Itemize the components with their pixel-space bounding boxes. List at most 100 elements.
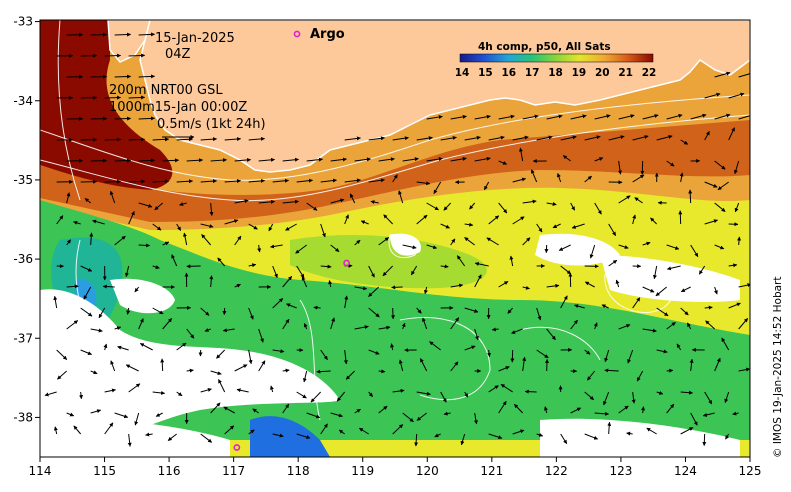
current-vector [302, 370, 308, 383]
current-vector [155, 412, 163, 417]
argo-floats [233, 259, 350, 451]
current-vector [650, 217, 658, 225]
current-vector [109, 190, 116, 204]
current-vector [378, 369, 386, 374]
current-vector [512, 429, 525, 435]
current-vector [176, 391, 183, 397]
current-vector [680, 426, 694, 435]
current-vector [285, 223, 297, 231]
current-vector [594, 411, 610, 416]
current-vector [378, 157, 395, 162]
current-vector [676, 343, 682, 351]
current-vector [286, 303, 297, 309]
current-vector [666, 368, 674, 373]
current-vector [608, 223, 617, 236]
current-vector [368, 265, 375, 278]
current-vector [200, 387, 212, 393]
current-vector [343, 349, 348, 365]
current-vector [594, 157, 604, 162]
current-vector [474, 261, 489, 267]
current-vector [216, 349, 226, 359]
current-vector [128, 137, 146, 142]
current-vector [368, 349, 380, 355]
current-vector [176, 137, 194, 142]
current-vector [584, 135, 601, 141]
current-vector [125, 265, 130, 277]
colorbar-tick-label: 19 [572, 67, 587, 79]
current-vector [618, 324, 631, 330]
current-vector [443, 202, 452, 211]
map-date: 15-Jan-2025 [155, 31, 235, 46]
current-vector [176, 223, 182, 231]
current-vector [90, 409, 102, 414]
current-vector [114, 158, 132, 163]
current-vector [688, 189, 693, 204]
latitude-axis: -33 -34 -35 -36 -37 -38 [13, 15, 40, 424]
contour-ssh-7 [388, 234, 417, 259]
current-vector [546, 283, 560, 288]
current-vector [224, 137, 242, 142]
current-vector [474, 156, 491, 162]
current-vector [234, 157, 252, 162]
current-vector [80, 349, 92, 355]
current-vector [652, 265, 658, 280]
current-vector [426, 244, 438, 250]
current-vector [368, 178, 385, 183]
colorbar-tick-label: 18 [548, 67, 563, 79]
current-vector [360, 220, 369, 225]
current-vector [336, 391, 346, 402]
current-vector [593, 322, 598, 330]
current-vector [690, 412, 698, 426]
current-vector [296, 391, 307, 399]
current-vector [666, 113, 683, 120]
current-vector [154, 202, 163, 211]
current-vector [450, 114, 467, 120]
current-vector [200, 179, 218, 184]
current-vector [320, 223, 326, 238]
argo-legend-marker [293, 30, 301, 38]
current-vector [666, 244, 680, 250]
current-vector [717, 181, 729, 191]
current-vector [103, 343, 108, 351]
current-vector [488, 433, 503, 440]
current-vector [368, 391, 374, 398]
current-vector [632, 135, 649, 141]
current-vector [738, 367, 750, 372]
current-vector [320, 349, 328, 361]
current-vector [272, 178, 289, 183]
current-vector [114, 412, 129, 419]
current-vector [456, 255, 466, 267]
current-vector [656, 134, 673, 141]
lon-tick-label: 121 [480, 464, 503, 478]
current-vector [434, 433, 441, 438]
current-vector [491, 327, 499, 332]
current-vector [114, 74, 132, 79]
current-vector [560, 295, 568, 309]
current-vector [79, 391, 84, 400]
colorbar-tick-label: 16 [501, 67, 516, 79]
bathymetry-contours [40, 20, 750, 421]
current-vector [125, 364, 139, 372]
current-vector [104, 179, 122, 184]
current-vector [594, 202, 602, 215]
current-vector [320, 178, 337, 183]
current-vector [488, 385, 499, 393]
current-vector [224, 425, 235, 435]
current-vector [248, 263, 257, 268]
current-vector [236, 388, 249, 393]
lon-tick-label: 118 [287, 464, 310, 478]
current-vector [210, 402, 221, 414]
current-vector [114, 32, 132, 37]
current-vector [608, 259, 618, 267]
current-vector [419, 358, 428, 372]
plot-frame [39, 19, 751, 458]
lat-tick-label: -34 [13, 94, 33, 108]
current-vector [562, 155, 571, 162]
lon-tick-label: 116 [158, 464, 181, 478]
current-vector [234, 283, 241, 288]
current-vector [636, 370, 644, 382]
current-vector [282, 199, 299, 204]
map-plot-area [40, 20, 750, 457]
current-vector [426, 157, 443, 162]
